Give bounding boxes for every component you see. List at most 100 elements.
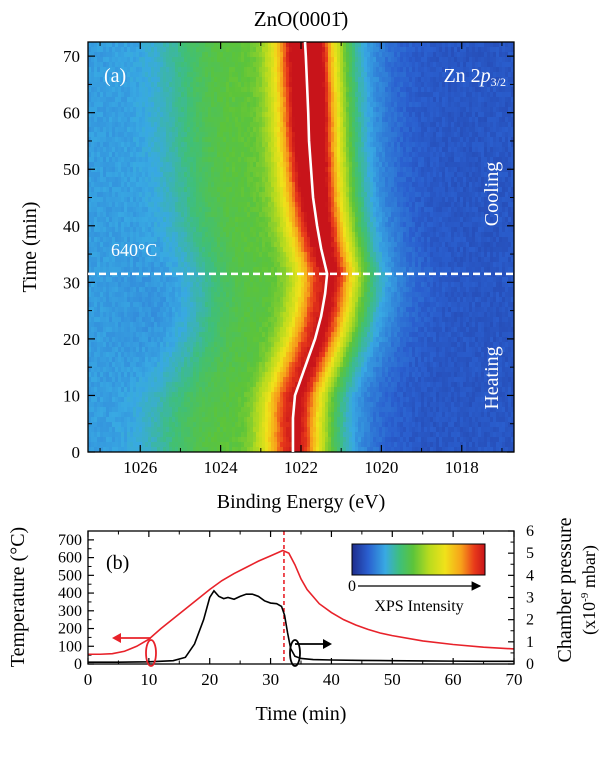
heatmap-cell [292,192,296,198]
heatmap-cell [142,212,146,218]
heatmap-cell [121,172,125,178]
heatmap-cell [373,152,377,158]
heatmap-cell [145,47,149,53]
heatmap-cell [319,127,323,133]
heatmap-cell [286,57,290,63]
heatmap-cell [184,107,188,113]
heatmap-cell [409,177,413,183]
heatmap-cell [286,102,290,108]
heatmap-cell [130,82,134,88]
heatmap-cell [220,87,224,93]
heatmap-cell [496,192,500,198]
heatmap-cell [430,162,434,168]
heatmap-cell [202,42,206,48]
heatmap-cell [445,97,449,103]
heatmap-cell [175,117,179,123]
heatmap-cell [133,212,137,218]
heatmap-cell [511,97,514,103]
heatmap-cell [292,57,296,63]
heatmap-cell [478,82,482,88]
heatmap-cell [418,67,422,73]
heatmap-cell [412,132,416,138]
heatmap-cell [355,162,359,168]
heatmap-cell [472,212,476,218]
heatmap-cell [265,52,269,58]
heatmap-cell [193,72,197,78]
heatmap-cell [196,167,200,173]
heatmap-cell [283,187,287,193]
heatmap-cell [112,47,116,53]
heatmap-cell [202,97,206,103]
heatmap-cell [256,77,260,83]
heatmap-cell [496,187,500,193]
heatmap-cell [289,47,293,53]
heatmap-cell [304,187,308,193]
heatmap-cell [436,152,440,158]
heatmap-cell [445,117,449,123]
heatmap-cell [442,77,446,83]
heatmap-cell [286,157,290,163]
heatmap-cell [313,97,317,103]
heatmap-cell [388,207,392,213]
heatmap-cell [367,62,371,68]
heatmap-cell [505,142,509,148]
heatmap-cell [505,182,509,188]
heatmap-cell [238,197,242,203]
heatmap-cell [340,107,344,113]
heatmap-cell [220,112,224,118]
heatmap-cell [268,132,272,138]
heatmap-cell [211,122,215,128]
heatmap-cell [280,142,284,148]
heatmap-cell [319,92,323,98]
heatmap-cell [175,202,179,208]
heatmap-cell [493,107,497,113]
heatmap-cell [442,122,446,128]
heatmap-cell [496,112,500,118]
heatmap-cell [406,192,410,198]
heatmap-cell [181,127,185,133]
heatmap-cell [169,92,173,98]
heatmap-cell [268,207,272,213]
heatmap-cell [424,57,428,63]
heatmap-cell [175,72,179,78]
heatmap-cell [361,192,365,198]
heatmap-cell [235,152,239,158]
heatmap-cell [100,137,104,143]
heatmap-cell [397,82,401,88]
heatmap-cell [457,192,461,198]
heatmap-cell [193,202,197,208]
heatmap-cell [421,177,425,183]
heatmap-cell [457,197,461,203]
heatmap-cell [244,72,248,78]
heatmap-cell [388,167,392,173]
heatmap-cell [325,82,329,88]
heatmap-cell [319,207,323,213]
heatmap-cell [154,137,158,143]
heatmap-cell [250,62,254,68]
heatmap-cell [103,142,107,148]
heatmap-cell [97,202,101,208]
heatmap-cell [343,42,347,48]
heatmap-cell [289,127,293,133]
heatmap-cell [370,112,374,118]
heatmap-cell [325,77,329,83]
heatmap-cell [190,107,194,113]
heatmap-cell [484,112,488,118]
heatmap-cell [187,127,191,133]
heatmap-cell [166,127,170,133]
heatmap-cell [100,87,104,93]
heatmap-cell [124,77,128,83]
heatmap-cell [394,197,398,203]
heatmap-cell [91,192,95,198]
heatmap-cell [451,47,455,53]
heatmap-cell [226,122,230,128]
heatmap-cell [112,207,116,213]
heatmap-cell [106,137,110,143]
heatmap-cell [121,162,125,168]
heatmap-cell [166,202,170,208]
heatmap-cell [370,92,374,98]
heatmap-cell [91,52,95,58]
heatmap-cell [247,167,251,173]
heatmap-cell [154,187,158,193]
heatmap-cell [199,207,203,213]
